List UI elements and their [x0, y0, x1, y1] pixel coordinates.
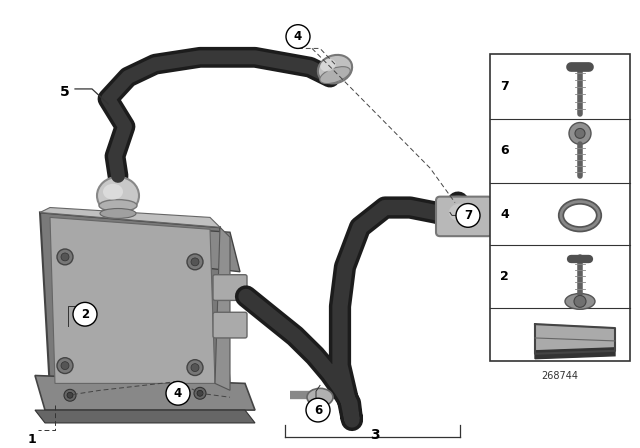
Circle shape [569, 123, 591, 144]
Circle shape [194, 388, 206, 399]
Text: 3: 3 [370, 428, 380, 442]
Polygon shape [35, 410, 255, 423]
Text: 4: 4 [294, 30, 302, 43]
Circle shape [73, 302, 97, 326]
Polygon shape [35, 375, 255, 410]
Text: 4: 4 [174, 387, 182, 400]
Ellipse shape [449, 203, 471, 221]
Text: 2: 2 [500, 270, 509, 283]
Circle shape [456, 203, 480, 227]
Polygon shape [50, 217, 215, 383]
Polygon shape [185, 229, 240, 272]
FancyBboxPatch shape [213, 312, 247, 338]
Polygon shape [535, 348, 615, 359]
Text: 2: 2 [81, 308, 89, 321]
Ellipse shape [99, 200, 137, 211]
Text: 6: 6 [500, 144, 509, 157]
Circle shape [57, 249, 73, 265]
Circle shape [67, 392, 73, 398]
Circle shape [187, 360, 203, 375]
Polygon shape [40, 212, 230, 390]
Ellipse shape [320, 59, 336, 71]
Ellipse shape [100, 208, 136, 218]
Text: 5: 5 [60, 85, 70, 99]
Ellipse shape [307, 388, 333, 406]
Circle shape [191, 258, 199, 266]
Circle shape [57, 358, 73, 374]
FancyBboxPatch shape [436, 197, 492, 236]
Ellipse shape [103, 184, 123, 200]
FancyBboxPatch shape [213, 275, 247, 301]
Circle shape [64, 389, 76, 401]
Circle shape [197, 390, 203, 396]
Circle shape [574, 296, 586, 307]
Circle shape [61, 253, 69, 261]
Circle shape [306, 398, 330, 422]
Text: 4: 4 [500, 208, 509, 221]
Circle shape [286, 25, 310, 48]
Ellipse shape [320, 67, 350, 84]
Circle shape [61, 362, 69, 370]
Circle shape [187, 254, 203, 270]
Ellipse shape [318, 55, 352, 83]
Polygon shape [40, 207, 220, 227]
Ellipse shape [97, 177, 139, 215]
Circle shape [191, 364, 199, 371]
Polygon shape [215, 227, 230, 390]
Text: 268744: 268744 [541, 370, 579, 380]
Text: 6: 6 [314, 404, 322, 417]
Circle shape [166, 381, 190, 405]
Circle shape [575, 129, 585, 138]
Polygon shape [535, 324, 615, 354]
Text: 7: 7 [464, 209, 472, 222]
Bar [490, 54, 630, 361]
Text: 1: 1 [28, 433, 36, 446]
Ellipse shape [565, 293, 595, 309]
Text: 7: 7 [500, 81, 509, 94]
